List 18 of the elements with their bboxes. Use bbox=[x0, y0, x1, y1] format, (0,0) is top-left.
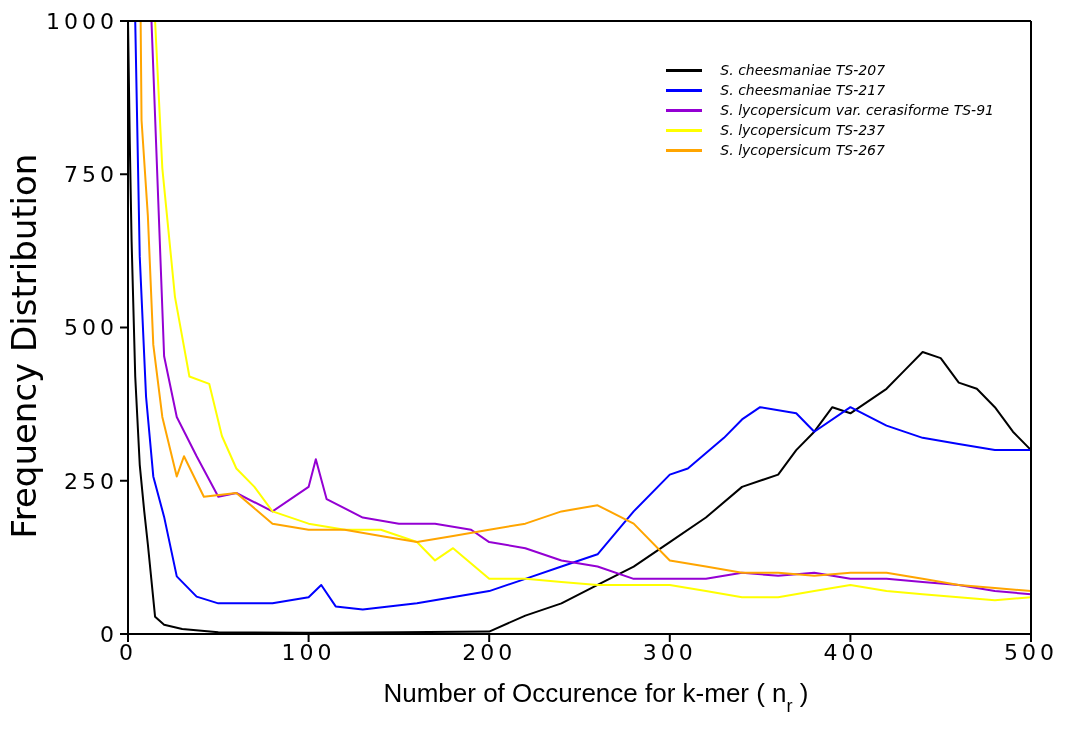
y-axis-title: Frequency Distribution bbox=[4, 153, 44, 539]
x-tick-label: 100 bbox=[281, 639, 336, 665]
y-tick-label: 250 bbox=[64, 468, 118, 494]
x-tick-label: 0 bbox=[119, 639, 137, 665]
legend-label: S. lycopersicum var. cerasiforme TS-91 bbox=[720, 101, 994, 120]
x-axis-title: Number of Occurence for k-mer ( n$_{r}$ ) bbox=[383, 678, 809, 716]
y-tick-label: 750 bbox=[64, 162, 118, 188]
x-tick-label: 300 bbox=[642, 639, 697, 665]
legend-label: S. lycopersicum TS-237 bbox=[720, 121, 885, 140]
legend-label: S. cheesmaniae TS-217 bbox=[720, 81, 886, 100]
x-tick-label: 400 bbox=[823, 639, 878, 665]
legend-label: S. cheesmaniae TS-207 bbox=[720, 61, 886, 80]
y-tick-label: 500 bbox=[64, 315, 118, 341]
legend-label: S. lycopersicum TS-267 bbox=[720, 141, 885, 160]
x-tick-label: 200 bbox=[462, 639, 517, 665]
x-tick-label: 500 bbox=[1004, 639, 1058, 665]
y-tick-label: 0 bbox=[100, 621, 118, 647]
y-tick-label: 1000 bbox=[46, 8, 118, 34]
